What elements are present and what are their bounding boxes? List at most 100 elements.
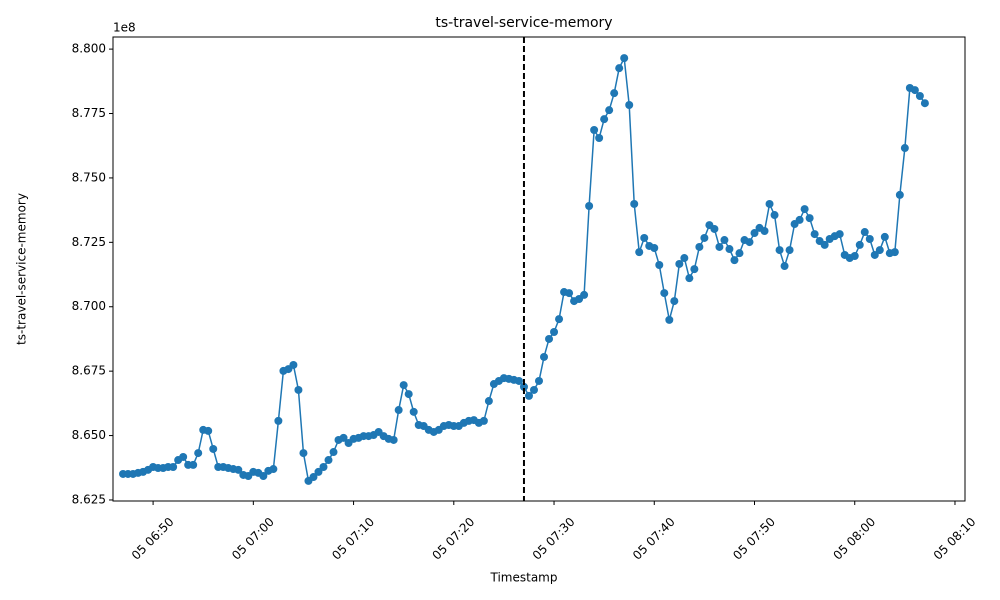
data-point (810, 230, 819, 239)
data-point (590, 126, 599, 135)
data-point (835, 230, 844, 239)
data-point (625, 101, 634, 110)
data-point (650, 244, 659, 253)
y-tick-label: 8.775 (72, 106, 106, 120)
data-point (715, 242, 724, 251)
data-point (710, 224, 719, 233)
data-point (550, 327, 559, 336)
x-tick-label: 05 08:10 (931, 515, 979, 563)
data-point (294, 385, 303, 394)
data-point (615, 64, 624, 73)
y-tick-label: 8.700 (72, 299, 106, 313)
data-point (760, 226, 769, 235)
y-tick-label: 8.625 (72, 492, 106, 506)
y-axis-label: ts-travel-service-memory (15, 193, 29, 345)
data-point (514, 376, 523, 385)
y-tick-label: 8.800 (72, 42, 106, 56)
data-point (580, 290, 589, 299)
data-point (209, 444, 218, 453)
data-point (890, 248, 899, 257)
x-tick-label: 05 07:50 (730, 515, 778, 563)
data-point (339, 433, 348, 442)
x-tick-label: 05 07:00 (229, 515, 277, 563)
data-point (670, 297, 679, 306)
data-point (169, 462, 178, 471)
data-point (920, 99, 929, 108)
data-point (194, 449, 203, 458)
data-point (795, 215, 804, 224)
data-point (269, 465, 278, 474)
data-point (545, 334, 554, 343)
data-point (730, 256, 739, 265)
data-point (394, 406, 403, 415)
data-point (274, 416, 283, 425)
data-point (900, 144, 909, 153)
data-point (319, 462, 328, 471)
data-point (535, 376, 543, 385)
data-point (800, 205, 809, 214)
data-point (745, 238, 754, 247)
data-point (555, 315, 564, 324)
data-point (805, 214, 814, 223)
data-point (179, 452, 188, 461)
data-point (665, 315, 674, 324)
data-point (700, 233, 709, 242)
x-tick-label: 05 07:40 (630, 515, 678, 563)
y-tick-label: 8.675 (72, 364, 106, 378)
data-point (404, 390, 413, 399)
data-point (479, 416, 488, 425)
data-point (780, 262, 789, 271)
data-point (329, 448, 338, 457)
data-point (299, 449, 308, 458)
data-point (585, 202, 594, 211)
data-point (875, 246, 884, 255)
data-point (850, 251, 859, 260)
data-point (870, 250, 879, 259)
x-tick-label: 05 07:10 (329, 515, 377, 563)
data-point (314, 467, 323, 476)
data-point (204, 426, 213, 435)
data-point (259, 472, 268, 481)
data-point (685, 274, 694, 283)
data-point (735, 249, 744, 258)
data-point (635, 248, 644, 257)
x-tick-label: 05 07:20 (430, 515, 478, 563)
x-tick-label: 05 07:30 (530, 515, 578, 563)
data-point (524, 391, 533, 400)
data-point (484, 397, 493, 406)
y-offset-label: 1e8 (113, 21, 136, 35)
y-tick-label: 8.725 (72, 235, 106, 249)
data-point (324, 456, 333, 465)
data-point (399, 381, 408, 390)
data-point (620, 54, 629, 63)
data-point (389, 435, 398, 444)
chart-title: ts-travel-service-memory (435, 15, 612, 31)
data-point (720, 236, 729, 245)
data-point (690, 265, 699, 274)
data-point (855, 240, 864, 249)
plot-frame (112, 36, 966, 502)
data-point (565, 289, 574, 298)
data-point (675, 259, 684, 268)
data-point (695, 242, 704, 251)
data-point (409, 407, 418, 416)
data-point (234, 465, 243, 474)
x-tick-label: 05 06:50 (129, 515, 177, 563)
data-point (189, 460, 198, 469)
data-point (785, 246, 794, 255)
data-point (775, 246, 784, 255)
data-point (595, 133, 604, 142)
data-point (309, 473, 318, 482)
data-point (880, 232, 889, 241)
data-point (640, 233, 649, 242)
data-point (519, 382, 528, 391)
data-point (600, 115, 609, 124)
y-tick-label: 8.750 (72, 170, 106, 184)
y-tick-label: 8.650 (72, 428, 106, 442)
data-point (610, 89, 619, 98)
data-point (630, 199, 639, 208)
data-point (655, 261, 664, 270)
x-axis-label: Timestamp (490, 571, 558, 585)
